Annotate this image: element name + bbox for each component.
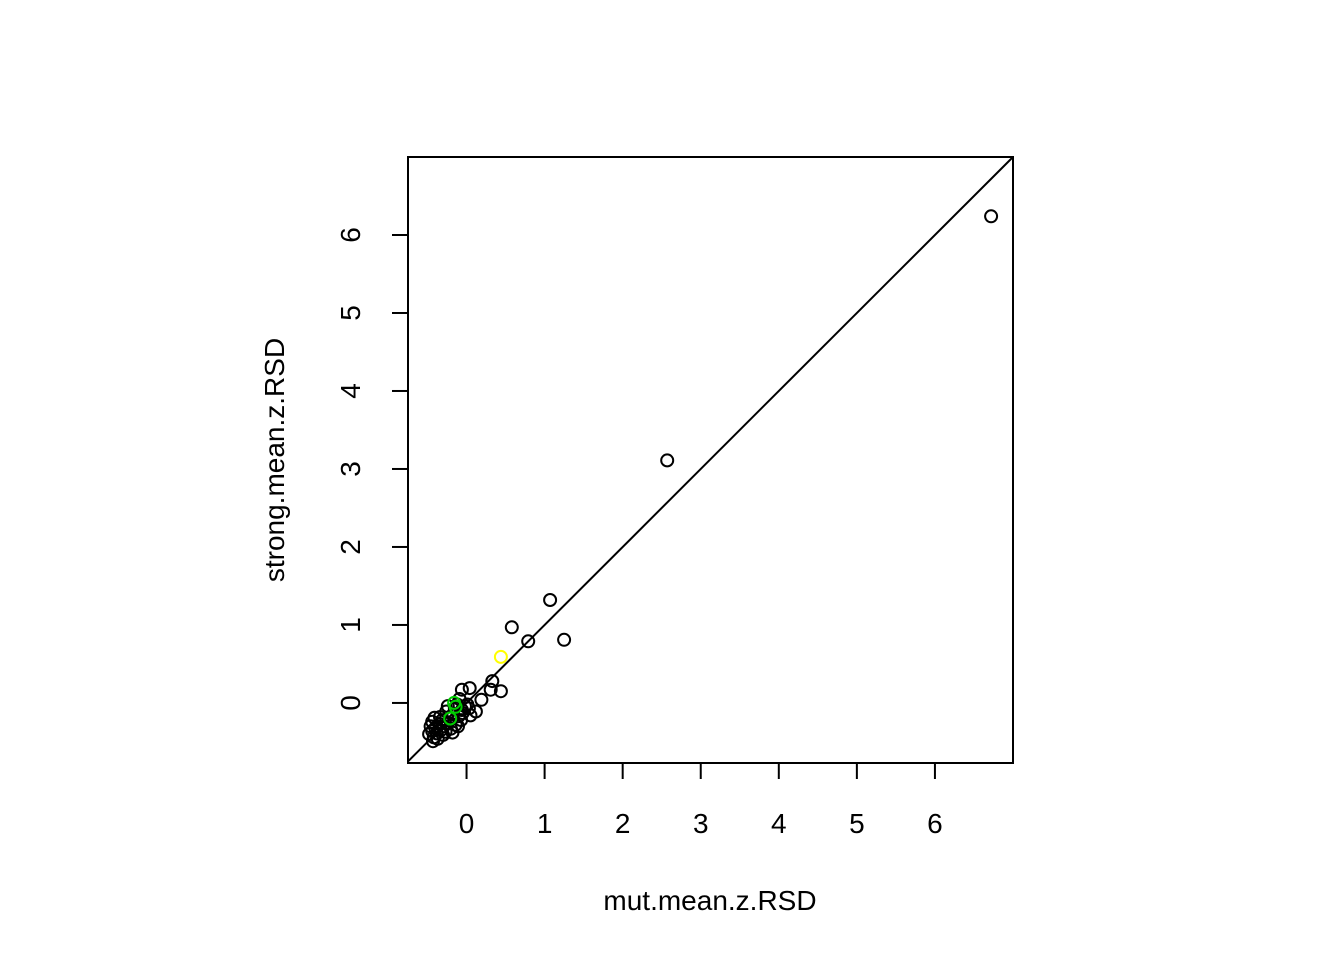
data-point: [504, 620, 519, 635]
y-tick-label: 5: [335, 305, 366, 321]
plot-marks: [407, 156, 1014, 763]
data-point: [660, 453, 675, 468]
y-tick-label: 6: [335, 227, 366, 243]
x-tick-label: 1: [537, 808, 553, 839]
data-point: [557, 632, 572, 647]
data-point: [427, 710, 442, 725]
y-tick-label: 0: [335, 695, 366, 711]
data-point: [463, 708, 478, 723]
y-tick-label: 2: [335, 539, 366, 555]
x-tick-label: 5: [849, 808, 865, 839]
x-tick-label: 6: [927, 808, 943, 839]
x-axis-title: mut.mean.z.RSD: [603, 885, 816, 916]
data-point: [451, 719, 465, 734]
y-axis-title: strong.mean.z.RSD: [259, 338, 290, 582]
y-axis: 0 1 2 3 4 5 6: [335, 227, 409, 711]
data-point: [433, 710, 447, 724]
x-axis: 0 1 2 3 4 5 6: [459, 762, 943, 839]
x-tick-label: 3: [693, 808, 709, 839]
x-tick-label: 2: [615, 808, 631, 839]
x-tick-label: 4: [771, 808, 787, 839]
x-tick-label: 0: [459, 808, 475, 839]
data-point: [423, 719, 438, 734]
data-point: [462, 681, 477, 696]
data-point: [443, 711, 458, 726]
data-point: [436, 727, 451, 742]
data-point: [521, 634, 536, 649]
y-tick-label: 1: [335, 617, 366, 633]
data-point: [493, 649, 508, 664]
reference-line: [407, 156, 1014, 763]
data-point: [454, 682, 469, 697]
y-tick-label: 3: [335, 461, 366, 477]
data-point: [474, 692, 489, 707]
y-tick-label: 4: [335, 383, 366, 399]
data-point: [984, 209, 999, 224]
data-point: [543, 593, 558, 607]
data-point: [493, 684, 508, 699]
data-point: [485, 674, 500, 689]
data-point: [483, 682, 498, 697]
data-point: [448, 699, 463, 714]
